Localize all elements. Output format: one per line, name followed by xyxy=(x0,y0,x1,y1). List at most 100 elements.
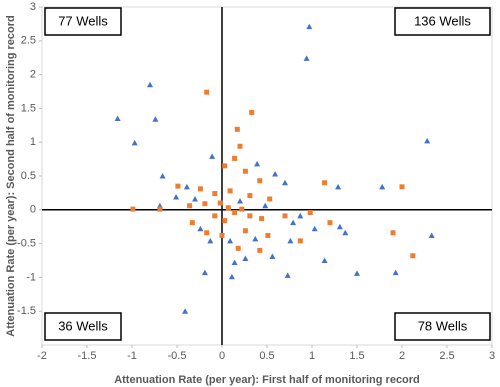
point xyxy=(235,245,241,251)
point xyxy=(284,272,291,278)
x-tick-label: 2 xyxy=(399,350,405,362)
point xyxy=(201,269,208,276)
y-tick-label: 2.5 xyxy=(21,35,36,47)
x-tick-label: 1.5 xyxy=(349,350,364,362)
point xyxy=(307,210,313,216)
y-tick-label: 3 xyxy=(30,1,36,13)
point xyxy=(130,206,136,212)
point xyxy=(252,235,259,242)
y-tick-label: 1 xyxy=(30,136,36,148)
point xyxy=(183,183,190,190)
point xyxy=(237,198,243,204)
point xyxy=(336,223,343,230)
y-tick-label: 2 xyxy=(30,69,36,81)
point xyxy=(247,213,253,219)
point xyxy=(147,81,153,88)
annotation-box xyxy=(394,7,491,36)
point xyxy=(306,23,313,30)
point xyxy=(272,170,279,177)
x-tick-label: -2 xyxy=(37,350,47,362)
point xyxy=(290,219,297,226)
point xyxy=(327,220,333,226)
point xyxy=(207,237,214,244)
y-axis-title: Attenuation Rate (per year): Second half… xyxy=(5,15,17,336)
point xyxy=(219,232,225,238)
annotation: 136 Wells xyxy=(414,13,471,28)
x-tick-label: 0.5 xyxy=(259,350,274,362)
point xyxy=(392,269,399,276)
point xyxy=(282,179,288,186)
annotation: 36 Wells xyxy=(58,318,108,333)
point xyxy=(222,218,228,224)
point xyxy=(114,115,121,122)
x-axis-title: Attenuation Rate (per year): First half … xyxy=(114,374,420,386)
point xyxy=(204,230,210,236)
y-tick-label: 0 xyxy=(30,204,36,216)
point xyxy=(157,206,163,212)
x-tick-label: 2.5 xyxy=(439,350,454,362)
y-tick-label: 1.5 xyxy=(21,102,36,114)
point xyxy=(242,228,248,234)
x-tick-label: -1.5 xyxy=(78,350,97,362)
point xyxy=(262,202,269,209)
point xyxy=(225,205,231,211)
point xyxy=(159,173,166,179)
point xyxy=(254,160,261,167)
annotation-box xyxy=(394,312,491,341)
point xyxy=(311,225,318,232)
annotation-box xyxy=(44,312,122,341)
point xyxy=(209,153,216,159)
point xyxy=(212,191,218,197)
point xyxy=(282,213,288,219)
y-tick-label: -0.5 xyxy=(17,238,36,250)
plot-frame xyxy=(41,6,493,346)
point xyxy=(265,232,271,238)
point xyxy=(322,180,328,186)
point xyxy=(354,270,360,276)
annotation-box xyxy=(44,7,122,36)
point xyxy=(239,206,245,212)
point xyxy=(131,139,138,146)
point xyxy=(234,126,240,132)
point xyxy=(192,195,198,202)
point xyxy=(152,116,159,122)
point xyxy=(399,184,405,190)
point xyxy=(428,232,435,238)
point xyxy=(228,273,235,280)
point xyxy=(267,196,273,202)
point xyxy=(297,238,303,244)
point xyxy=(173,193,180,200)
y-tick-label: 0.5 xyxy=(21,170,36,182)
point xyxy=(175,183,181,189)
y-tick-label: -1.5 xyxy=(17,305,36,317)
point xyxy=(257,178,263,184)
point xyxy=(232,155,238,161)
point xyxy=(257,247,263,253)
point xyxy=(297,212,304,219)
x-tick-label: -0.5 xyxy=(168,350,187,362)
annotation: 77 Wells xyxy=(58,13,108,28)
point xyxy=(249,109,255,115)
point xyxy=(212,213,218,219)
point xyxy=(197,225,204,232)
point xyxy=(237,143,243,149)
point xyxy=(231,259,238,266)
annotation: 78 Wells xyxy=(418,318,468,333)
x-tick-label: 0 xyxy=(219,350,225,362)
point xyxy=(242,168,248,174)
point xyxy=(424,137,431,144)
point xyxy=(182,308,189,314)
x-tick-label: 3 xyxy=(489,350,495,362)
point xyxy=(227,188,233,194)
point xyxy=(390,230,396,236)
x-tick-label: -1 xyxy=(127,350,137,362)
point xyxy=(189,220,195,226)
point xyxy=(410,253,416,259)
point xyxy=(247,193,253,199)
point xyxy=(342,229,349,236)
point xyxy=(187,203,193,209)
point xyxy=(303,55,310,61)
x-tick-label: 1 xyxy=(309,350,315,362)
